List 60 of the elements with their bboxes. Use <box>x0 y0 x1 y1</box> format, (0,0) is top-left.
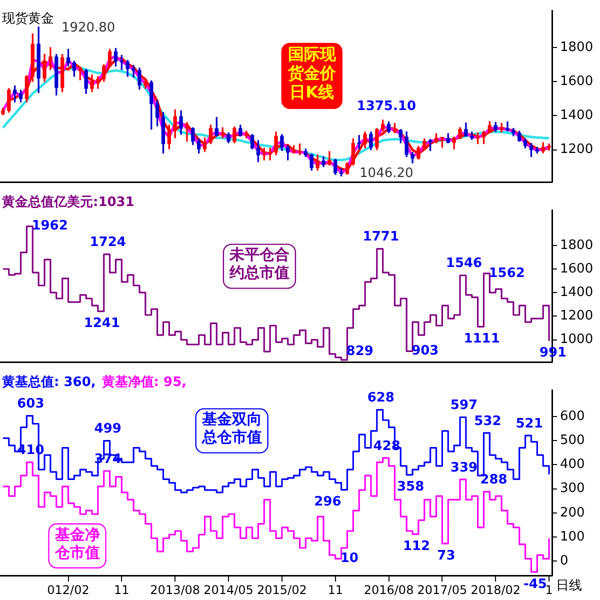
y-tick-label: 400 <box>560 457 585 472</box>
x-tick-label: 1 <box>545 582 553 597</box>
annotation: 1920.80 <box>61 20 116 36</box>
y-tick-label: 100 <box>560 529 585 544</box>
x-tick-label: 2016/08 <box>364 582 414 597</box>
text: 黄基总值: 360, <box>1 374 96 390</box>
data-label: 603 <box>17 396 44 412</box>
data-label: 288 <box>480 472 508 488</box>
annotation: 1046.20 <box>360 166 414 182</box>
data-label: 628 <box>367 390 394 406</box>
x-tick-label: 2015/02 <box>257 582 307 597</box>
y-tick-label: 300 <box>560 481 585 496</box>
chart-title: 现货黄金 <box>2 12 54 27</box>
data-label: 10 <box>340 551 358 566</box>
text: 黄金总值亿美元:1031 <box>1 194 134 210</box>
y-tick-label: 600 <box>560 408 585 424</box>
data-label: 499 <box>94 422 122 437</box>
data-label: 1111 <box>464 332 500 347</box>
data-label: 358 <box>397 480 424 495</box>
annotation: 基金净仓市值 <box>54 525 100 562</box>
data-label: -45 <box>523 576 547 592</box>
y-tick-label: 500 <box>560 432 585 448</box>
x-tick-label: 2014/05 <box>204 582 254 597</box>
y-tick-label: 1800 <box>560 40 594 55</box>
annotation: 基金双向总仓市值 <box>200 410 262 446</box>
x-tick-label: 2017/05 <box>417 582 468 597</box>
data-label: 1724 <box>90 235 126 250</box>
data-label: 597 <box>450 398 478 414</box>
annotation: 国际现货金价日K线 <box>286 44 337 102</box>
y-tick-label: 0 <box>560 554 568 569</box>
data-label: 1241 <box>84 316 120 332</box>
y-tick-label: 200 <box>560 505 585 520</box>
data-label: 532 <box>474 414 502 429</box>
y-tick-label: 1200 <box>560 142 594 158</box>
data-label: 112 <box>402 539 430 554</box>
data-label: 521 <box>516 416 543 432</box>
y-tick-label: 1400 <box>560 108 594 124</box>
y-tick-label: 1600 <box>560 261 594 276</box>
x-tick-label: 11 <box>114 582 130 597</box>
y-tick-label: 1200 <box>560 308 594 324</box>
data-label: 73 <box>437 548 456 564</box>
x-tick-label: 11 <box>328 582 343 597</box>
y-tick-label: 1600 <box>560 74 594 89</box>
y-tick-label: 1400 <box>560 284 594 300</box>
annotation: 1375.10 <box>356 99 416 114</box>
y-tick-label: 1800 <box>560 238 594 253</box>
text: 黄基净值: 95, <box>100 374 187 390</box>
x-tick-label: 012/02 <box>47 582 90 597</box>
data-label: 903 <box>412 344 439 359</box>
x-tick-label: 2018/02 <box>470 582 521 597</box>
data-label: 296 <box>314 494 342 510</box>
x-axis-title: 日线 <box>556 578 582 594</box>
annotation: 未平仓合约总市值 <box>228 246 290 282</box>
data-label: 339 <box>450 460 478 476</box>
data-label: 1546 <box>446 256 482 272</box>
data-label: 1962 <box>32 218 68 234</box>
data-label: 1771 <box>362 230 399 245</box>
data-label: 1562 <box>488 266 525 281</box>
y-tick-label: 1000 <box>560 332 594 348</box>
x-tick-label: 2013/08 <box>150 582 200 597</box>
